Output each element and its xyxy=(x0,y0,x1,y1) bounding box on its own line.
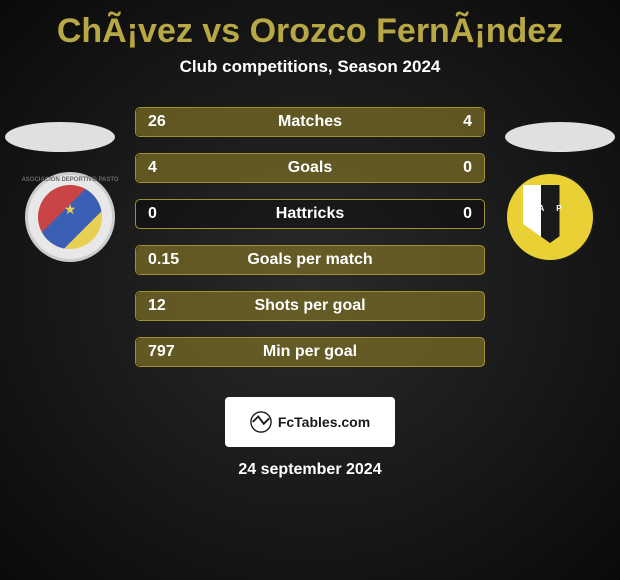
shield-icon: A P xyxy=(523,185,578,250)
stat-right-value: 0 xyxy=(463,159,472,177)
stat-left-value: 0 xyxy=(148,205,157,223)
badge-letter-a: A xyxy=(538,204,544,213)
stat-label: Goals per match xyxy=(247,251,372,269)
stat-right-value: 4 xyxy=(463,113,472,131)
stat-row: 12 Shots per goal xyxy=(135,291,485,321)
comparison-subtitle: Club competitions, Season 2024 xyxy=(0,57,620,77)
badge-right-letters: A P xyxy=(538,204,561,213)
footer-brand-box[interactable]: FcTables.com xyxy=(225,397,395,447)
stat-label: Hattricks xyxy=(276,205,344,223)
stat-row: 797 Min per goal xyxy=(135,337,485,367)
stat-fill-right xyxy=(425,108,484,136)
stat-left-value: 26 xyxy=(148,113,166,131)
comparison-content: ASOCIACIÓN DEPORTIVO PASTO A P 26 Matches… xyxy=(0,107,620,377)
club-badge-left: ASOCIACIÓN DEPORTIVO PASTO xyxy=(25,172,115,262)
footer-brand-text: FcTables.com xyxy=(278,414,370,430)
club-badge-left-text: ASOCIACIÓN DEPORTIVO PASTO xyxy=(21,177,118,183)
stat-left-value: 12 xyxy=(148,297,166,315)
player-shadow-right xyxy=(505,122,615,152)
stat-row: 26 Matches 4 xyxy=(135,107,485,137)
stat-label: Matches xyxy=(278,113,342,131)
stat-left-value: 4 xyxy=(148,159,157,177)
stat-rows-container: 26 Matches 4 4 Goals 0 0 Hattricks 0 0.15 Goals pe… xyxy=(135,107,485,383)
stat-left-value: 797 xyxy=(148,343,175,361)
player-shadow-left xyxy=(5,122,115,152)
stat-row: 4 Goals 0 xyxy=(135,153,485,183)
fctables-logo-icon xyxy=(250,411,272,433)
stat-label: Shots per goal xyxy=(254,297,365,315)
stat-row: 0 Hattricks 0 xyxy=(135,199,485,229)
stat-label: Goals xyxy=(288,159,332,177)
club-badge-right: A P xyxy=(505,172,595,262)
stat-right-value: 0 xyxy=(463,205,472,223)
stat-left-value: 0.15 xyxy=(148,251,179,269)
footer-date: 24 september 2024 xyxy=(0,461,620,479)
stat-row: 0.15 Goals per match xyxy=(135,245,485,275)
badge-letter-p: P xyxy=(556,204,561,213)
comparison-title: ChÃ¡vez vs Orozco FernÃ¡ndez xyxy=(0,0,620,51)
stat-label: Min per goal xyxy=(263,343,357,361)
